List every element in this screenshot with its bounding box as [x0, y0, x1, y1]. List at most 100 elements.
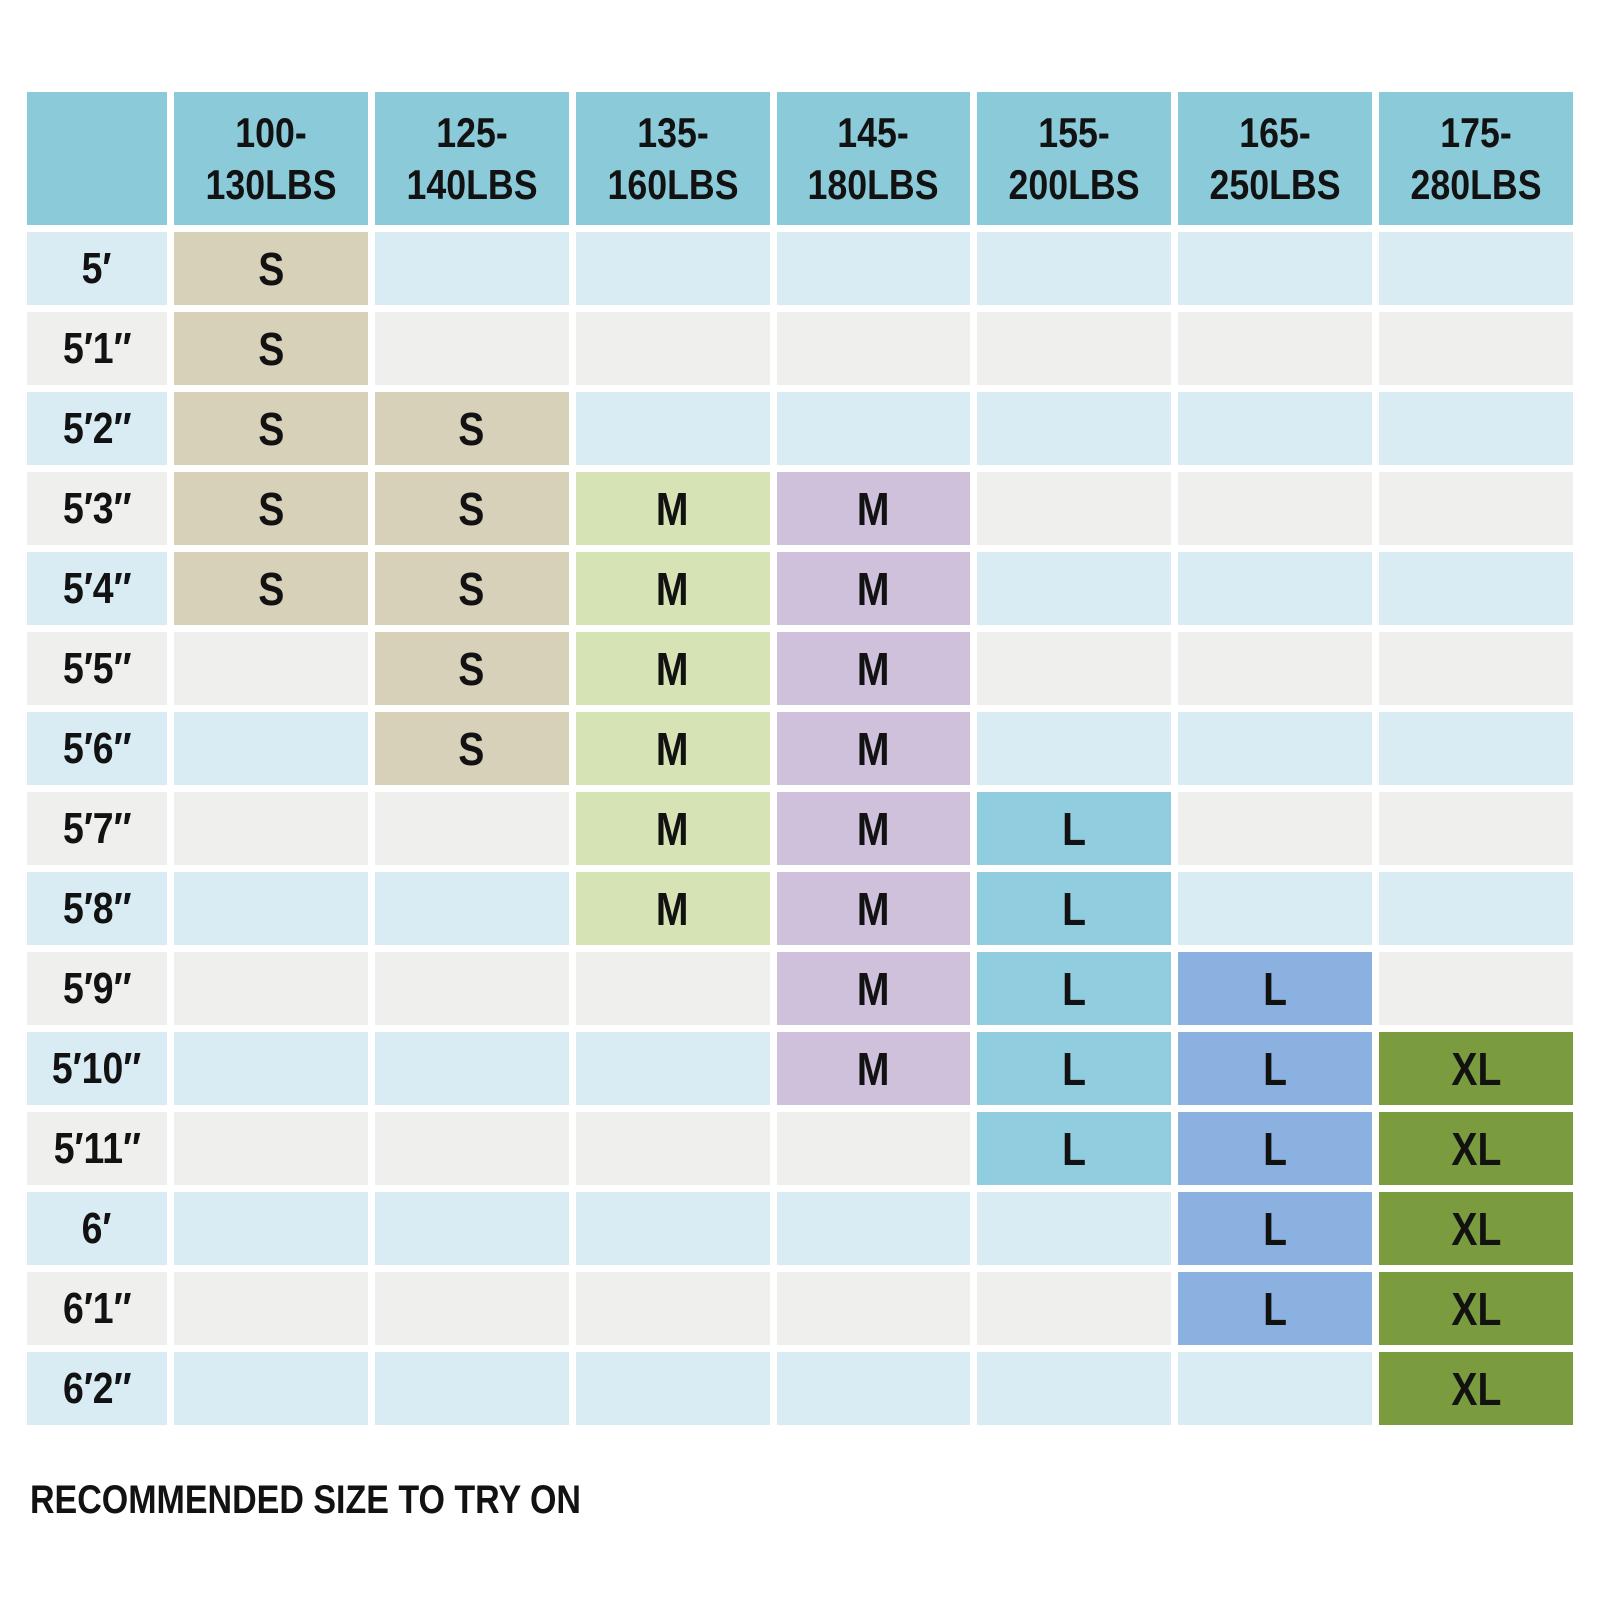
- size-cell: M: [575, 792, 770, 865]
- size-cell: L: [977, 792, 1172, 865]
- empty-cell: [1178, 472, 1373, 545]
- size-cell: S: [374, 632, 569, 705]
- size-cell: L: [977, 952, 1172, 1025]
- empty-cell: [575, 392, 770, 465]
- empty-cell: [977, 1352, 1172, 1425]
- empty-cell: [1178, 392, 1373, 465]
- size-cell: XL: [1379, 1032, 1573, 1105]
- size-cell: S: [374, 552, 569, 625]
- empty-cell: [575, 1352, 770, 1425]
- weight-header-cell: 135- 160LBS: [575, 92, 770, 225]
- table-row: 6′ L XL: [27, 1192, 1573, 1265]
- empty-cell: [776, 232, 971, 305]
- size-cell: S: [374, 472, 569, 545]
- size-cell: L: [1178, 1032, 1373, 1105]
- empty-cell: [174, 1032, 368, 1105]
- size-cell: XL: [1379, 1272, 1573, 1345]
- empty-cell: [575, 232, 770, 305]
- size-cell: S: [174, 232, 368, 305]
- size-cell: L: [1178, 1272, 1373, 1345]
- empty-cell: [174, 1192, 368, 1265]
- table-row: 5′7″ M M L: [27, 792, 1573, 865]
- table-row: 5′9″ M L L: [27, 952, 1573, 1025]
- empty-cell: [174, 1352, 368, 1425]
- weight-header-cell: 145- 180LBS: [776, 92, 971, 225]
- height-label-cell: 5′: [27, 232, 167, 305]
- size-cell: XL: [1379, 1112, 1573, 1185]
- height-label-cell: 6′1″: [27, 1272, 167, 1345]
- table-row: 5′10″ M L L XL: [27, 1032, 1573, 1105]
- empty-cell: [374, 1352, 569, 1425]
- empty-cell: [1178, 312, 1373, 385]
- height-label-cell: 5′4″: [27, 552, 167, 625]
- empty-cell: [575, 1112, 770, 1185]
- empty-cell: [174, 632, 368, 705]
- height-label-cell: 5′5″: [27, 632, 167, 705]
- empty-cell: [1178, 792, 1373, 865]
- height-label-cell: 5′2″: [27, 392, 167, 465]
- empty-cell: [1178, 712, 1373, 785]
- empty-cell: [776, 1192, 971, 1265]
- size-cell: L: [977, 1112, 1172, 1185]
- empty-cell: [776, 1112, 971, 1185]
- empty-cell: [1379, 872, 1573, 945]
- empty-cell: [174, 1272, 368, 1345]
- empty-cell: [1379, 392, 1573, 465]
- empty-cell: [1178, 552, 1373, 625]
- weight-header-cell: 125- 140LBS: [374, 92, 569, 225]
- empty-cell: [374, 872, 569, 945]
- height-label-cell: 5′11″: [27, 1112, 167, 1185]
- size-cell: XL: [1379, 1352, 1573, 1425]
- empty-cell: [1178, 1352, 1373, 1425]
- size-cell: M: [776, 1032, 971, 1105]
- empty-cell: [977, 552, 1172, 625]
- table-row: 5′3″ S S M M: [27, 472, 1573, 545]
- empty-cell: [977, 312, 1172, 385]
- table-row: 6′2″ XL: [27, 1352, 1573, 1425]
- empty-cell: [575, 952, 770, 1025]
- size-cell: L: [1178, 1112, 1373, 1185]
- size-cell: L: [977, 1032, 1172, 1105]
- empty-cell: [1379, 472, 1573, 545]
- size-cell: L: [1178, 1192, 1373, 1265]
- empty-cell: [776, 392, 971, 465]
- empty-cell: [374, 1272, 569, 1345]
- empty-cell: [977, 472, 1172, 545]
- height-label-cell: 5′7″: [27, 792, 167, 865]
- size-cell: M: [776, 472, 971, 545]
- size-cell: M: [575, 632, 770, 705]
- size-cell: L: [1178, 952, 1373, 1025]
- height-label-cell: 5′10″: [27, 1032, 167, 1105]
- empty-cell: [374, 312, 569, 385]
- empty-cell: [1379, 792, 1573, 865]
- empty-cell: [977, 1272, 1172, 1345]
- empty-cell: [977, 632, 1172, 705]
- size-cell: M: [575, 872, 770, 945]
- empty-cell: [374, 952, 569, 1025]
- empty-cell: [1178, 632, 1373, 705]
- weight-header-cell: 165- 250LBS: [1178, 92, 1373, 225]
- size-cell: M: [776, 632, 971, 705]
- table-row: 5′5″ S M M: [27, 632, 1573, 705]
- weight-header-cell: 100- 130LBS: [174, 92, 368, 225]
- size-cell: S: [174, 472, 368, 545]
- empty-cell: [174, 1112, 368, 1185]
- height-label-cell: 6′2″: [27, 1352, 167, 1425]
- empty-cell: [1379, 712, 1573, 785]
- size-cell: M: [575, 552, 770, 625]
- weight-header-cell: 175- 280LBS: [1379, 92, 1573, 225]
- empty-cell: [174, 872, 368, 945]
- empty-cell: [1379, 232, 1573, 305]
- size-cell: S: [374, 392, 569, 465]
- empty-cell: [1178, 872, 1373, 945]
- empty-cell: [776, 1352, 971, 1425]
- size-cell: M: [776, 792, 971, 865]
- size-cell: S: [174, 312, 368, 385]
- size-cell: L: [977, 872, 1172, 945]
- empty-cell: [374, 1192, 569, 1265]
- table-row: 5′4″ S S M M: [27, 552, 1573, 625]
- size-cell: XL: [1379, 1192, 1573, 1265]
- size-cell: M: [776, 552, 971, 625]
- size-chart-table: 100- 130LBS 125- 140LBS 135- 160LBS 145- 180LBS…: [20, 85, 1580, 1432]
- empty-cell: [374, 1032, 569, 1105]
